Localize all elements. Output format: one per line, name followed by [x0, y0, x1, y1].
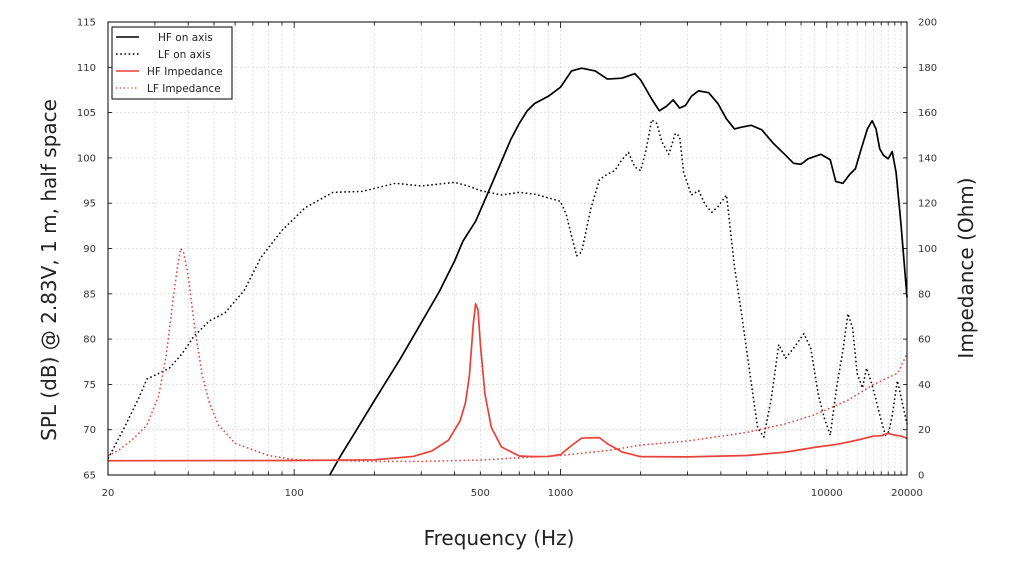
y2-tick-label: 40	[918, 380, 931, 391]
legend: HF on axis LF on axis HF Impedance LF Im…	[111, 26, 233, 100]
x-tick-label: 20000	[891, 488, 923, 499]
legend-label-hf-impedance: HF Impedance	[147, 66, 223, 78]
x-axis-title: Frequency (Hz)	[424, 526, 575, 550]
legend-item-lf-impedance: LF Impedance	[116, 83, 221, 95]
y2-tick-label: 180	[918, 63, 937, 74]
tick-labels: 20 100 500 1000 10000 20000657075808590951001…	[77, 18, 937, 500]
series-lf-on-axis	[107, 119, 908, 460]
y-tick-label: 115	[77, 18, 96, 29]
legend-item-lf-on-axis: LF on axis	[116, 49, 211, 61]
y-tick-label: 80	[83, 335, 96, 346]
y-tick-label: 85	[83, 289, 96, 300]
y2-axis-title: Impedance (Ohm)	[954, 177, 978, 358]
y2-tick-label: 140	[918, 153, 937, 164]
series-lf-impedance	[107, 247, 908, 463]
legend-item-hf-on-axis: HF on axis	[116, 32, 213, 44]
series-group	[107, 67, 908, 476]
legend-item-hf-impedance: HF Impedance	[116, 66, 223, 78]
y2-tick-label: 0	[918, 471, 924, 482]
x-tick-label: 500	[471, 488, 490, 499]
legend-label-lf-impedance: LF Impedance	[147, 83, 221, 95]
legend-label-hf-on-axis: HF on axis	[158, 32, 213, 44]
y-tick-label: 105	[77, 108, 96, 119]
y-tick-label: 95	[83, 199, 96, 210]
x-tick-label: 10000	[811, 488, 843, 499]
legend-label-lf-on-axis: LF on axis	[158, 49, 211, 61]
y2-tick-label: 80	[918, 289, 931, 300]
legend-box	[111, 26, 233, 100]
y2-tick-label: 160	[918, 108, 937, 119]
y2-tick-label: 200	[918, 18, 937, 29]
series-hf-on-axis	[328, 67, 908, 476]
y2-tick-label: 100	[918, 244, 937, 255]
series-hf-impedance	[107, 302, 908, 462]
y-tick-label: 65	[83, 471, 96, 482]
y-axis-title: SPL (dB) @ 2.83V, 1 m, half space	[37, 99, 61, 441]
y-tick-label: 100	[77, 153, 96, 164]
y2-tick-label: 120	[918, 199, 937, 210]
x-tick-label: 20	[102, 488, 115, 499]
x-tick-label: 100	[285, 488, 304, 499]
y-tick-label: 70	[83, 425, 96, 436]
y2-tick-label: 60	[918, 335, 931, 346]
y-tick-label: 75	[83, 380, 96, 391]
y-tick-label: 90	[83, 244, 96, 255]
x-tick-label: 1000	[548, 488, 573, 499]
y2-tick-label: 20	[918, 425, 931, 436]
y-tick-label: 110	[77, 63, 96, 74]
